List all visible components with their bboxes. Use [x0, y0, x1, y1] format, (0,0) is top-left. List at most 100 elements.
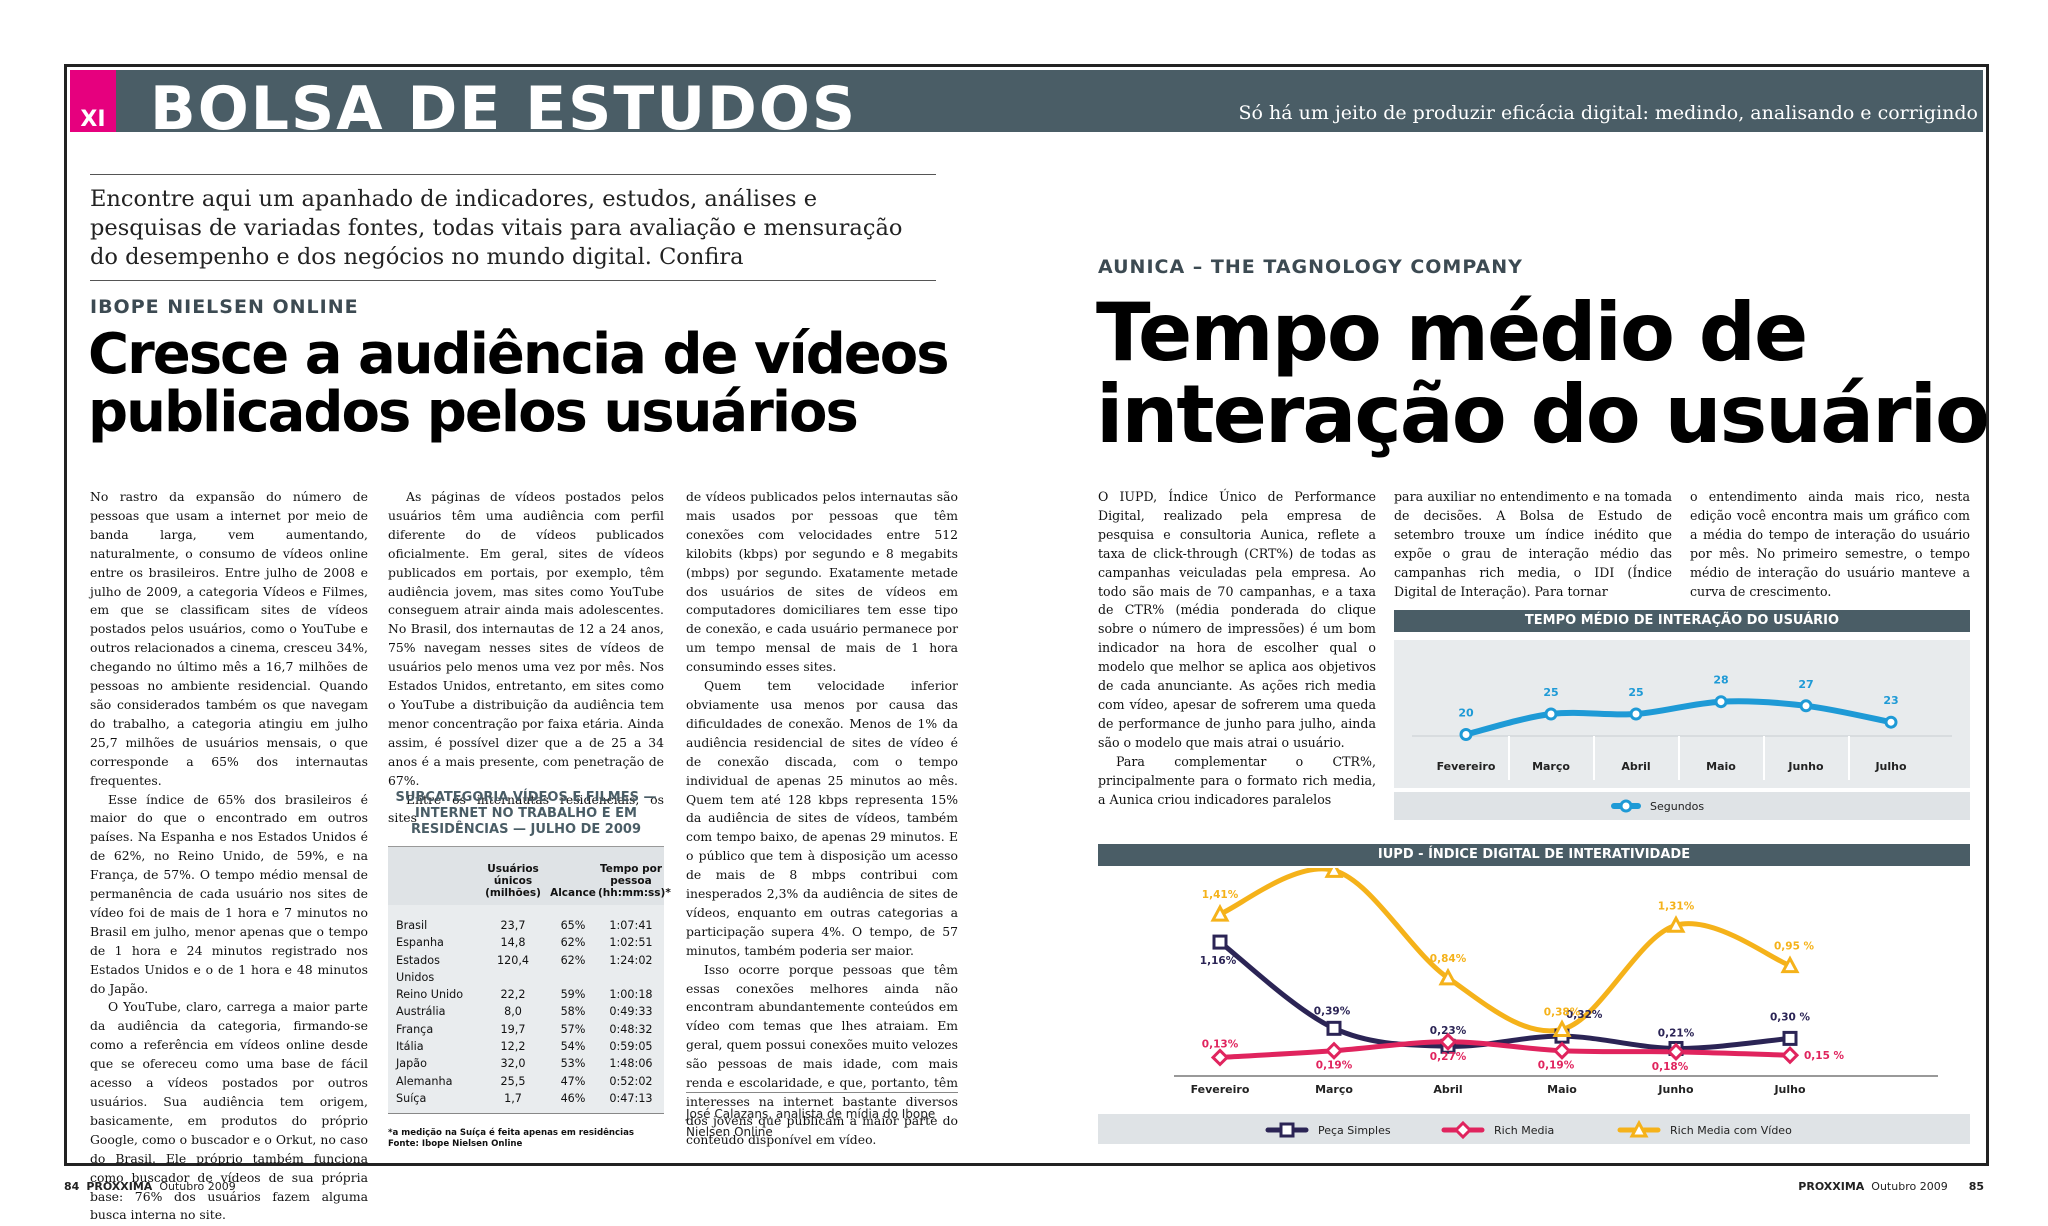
chart2-data-label: 0,23%	[1430, 1025, 1467, 1037]
chart1-legend-background	[1394, 792, 1970, 820]
table-cell: Alemanha	[396, 1074, 453, 1088]
table-row: Brasil 23,7 65% 1:07:41	[388, 917, 664, 934]
table-cell: 59%	[560, 988, 586, 1002]
table-row: Itália 12,2 54% 0:59:05	[388, 1038, 664, 1055]
table-cell: 54%	[560, 1040, 586, 1054]
chart1-background	[1394, 640, 1970, 788]
table-cell: 0:59:05	[609, 1040, 653, 1054]
section-title: BOLSA DE ESTUDOS	[150, 74, 858, 144]
footer-right: PROXXIMA Outubro 2009 85	[1798, 1180, 1984, 1193]
table-header: Usuários únicos (milhões) Alcance Tempo …	[388, 847, 671, 905]
chart2-point	[1212, 934, 1228, 950]
table-cell: 1:02:51	[609, 936, 653, 950]
chart1-legend-label: Segundos	[1650, 800, 1704, 813]
table-cell: 25,5	[500, 1074, 526, 1088]
table-row: Austrália 8,0 58% 0:49:33	[388, 1003, 664, 1020]
chart1-category-label: Março	[1532, 760, 1570, 773]
right-kicker: AUNICA – THE TAGNOLOGY COMPANY	[1098, 256, 1523, 278]
chart2-point	[1666, 1042, 1686, 1061]
chart2-legend-background	[1098, 1114, 1970, 1144]
table-cell: França	[396, 1022, 434, 1036]
chart1-category-label: Fevereiro	[1437, 760, 1496, 773]
table-cell: 0:52:02	[609, 1074, 653, 1088]
magazine-name: PROXXIMA	[86, 1180, 153, 1193]
chart2-data-label: 0,19%	[1316, 1060, 1353, 1072]
chart2-point	[1324, 868, 1344, 878]
chart2-data-label: 1,16%	[1200, 955, 1237, 967]
chart2-point	[1780, 1046, 1800, 1065]
chart2-point	[1324, 1041, 1344, 1060]
table-cell: Estados Unidos	[396, 953, 440, 984]
chart1-data-label: 25	[1628, 686, 1643, 699]
table-cell: 65%	[560, 919, 586, 932]
table-row: Estados Unidos 120,4 62% 1:24:02	[388, 952, 664, 987]
chart2-point	[1782, 1030, 1798, 1046]
table-cell: 1,7	[504, 1091, 522, 1105]
chart2-category-label: Fevereiro	[1191, 1083, 1250, 1096]
table-cell: 22,2	[500, 988, 526, 1002]
chart2-point	[1552, 1019, 1572, 1037]
table-cell: Austrália	[396, 1005, 446, 1019]
chart1-category-label: Abril	[1621, 760, 1650, 773]
chart2-category-label: Maio	[1547, 1083, 1577, 1096]
table-header-cell: Tempo por pessoa (hh:mm:ss)*	[598, 863, 671, 899]
issue-date: Outubro 2009	[1871, 1180, 1948, 1193]
chart1-point	[1799, 699, 1813, 713]
table-cell: 1:48:06	[609, 1057, 653, 1071]
chart2-data-label: 0,30 %	[1770, 1011, 1811, 1023]
chart2-series-line	[1217, 939, 1793, 1051]
chart2-legend-marker	[1629, 1119, 1649, 1138]
table-cell: 23,7	[500, 919, 526, 932]
paragraph: Esse índice de 65% dos brasileiros é mai…	[90, 791, 368, 996]
paragraph: para auxiliar no entendimento e na tomad…	[1394, 489, 1672, 599]
left-headline: Cresce a audiência de vídeos publicados …	[88, 322, 950, 445]
table-row: Suíça 1,7 46% 0:47:13	[388, 1090, 664, 1107]
chart2-legend-marker	[1279, 1122, 1295, 1138]
chart2-data-label: 0,95 %	[1774, 941, 1815, 953]
paragraph: No rastro da expansão do número de pesso…	[90, 489, 368, 788]
paragraph: O IUPD, Índice Único de Performance Digi…	[1098, 489, 1376, 750]
chart2-data-label: 0,13%	[1202, 1038, 1239, 1050]
table-cell: Espanha	[396, 936, 444, 950]
table-header-cell: Usuários únicos (milhões)	[485, 863, 541, 899]
page-number: 84	[64, 1180, 80, 1193]
chart2-point	[1210, 1048, 1230, 1067]
chart1-title: TEMPO MÉDIO DE INTERAÇÃO DO USUÁRIO	[1394, 610, 1970, 632]
left-column-1: No rastro da expansão do número de pesso…	[90, 488, 368, 1225]
chart1-point	[1884, 715, 1898, 729]
table-cell: 8,0	[504, 1005, 522, 1019]
chart2-legend-label: Peça Simples	[1318, 1124, 1391, 1137]
table-cell: Suíça	[396, 1091, 427, 1105]
table-cell: Itália	[396, 1040, 424, 1054]
chart2-category-label: Março	[1315, 1083, 1353, 1096]
table-cell: 1:07:41	[609, 919, 653, 932]
chart1-category-label: Julho	[1874, 760, 1907, 773]
left-kicker: IBOPE NIELSEN ONLINE	[90, 296, 359, 318]
table-row: Espanha 14,8 62% 1:02:51	[388, 934, 664, 951]
right-headline-line1: Tempo médio de	[1096, 286, 1808, 379]
chart2-data-label: 0,84%	[1430, 953, 1467, 965]
chart2-point	[1438, 1032, 1458, 1051]
chart1-point	[1714, 695, 1728, 709]
chart2-category-label: Julho	[1773, 1083, 1806, 1096]
chart1-point	[1544, 707, 1558, 721]
chart2-data-label: 0,19%	[1538, 1060, 1575, 1072]
chart1-data-label: 20	[1458, 707, 1474, 720]
chart1-legend-marker	[1619, 799, 1633, 813]
table-cell: Japão	[396, 1057, 427, 1071]
table-row: Alemanha 25,5 47% 0:52:02	[388, 1073, 664, 1090]
table-row: Reino Unido 22,2 59% 1:00:18	[388, 986, 664, 1003]
chart2-series-line	[1217, 1039, 1793, 1060]
paragraph: Isso ocorre porque pessoas que têm essas…	[686, 961, 958, 1147]
chart2-data-label: 0,38%	[1544, 1006, 1581, 1018]
table-cell: 0:47:13	[609, 1091, 653, 1105]
chart1-data-label: 28	[1713, 674, 1728, 687]
table-cell: 12,2	[500, 1040, 526, 1054]
chart2-series-line	[1217, 868, 1793, 1034]
paragraph: Entre os internautas residenciais, os si…	[388, 791, 664, 826]
table-cell: 46%	[560, 1091, 586, 1105]
chart2-data-label: 0,21%	[1658, 1027, 1695, 1039]
chart2-data-label: 0,15 %	[1804, 1050, 1845, 1062]
section-logo: XI	[70, 70, 116, 132]
table-cell: 0:48:32	[609, 1022, 653, 1036]
